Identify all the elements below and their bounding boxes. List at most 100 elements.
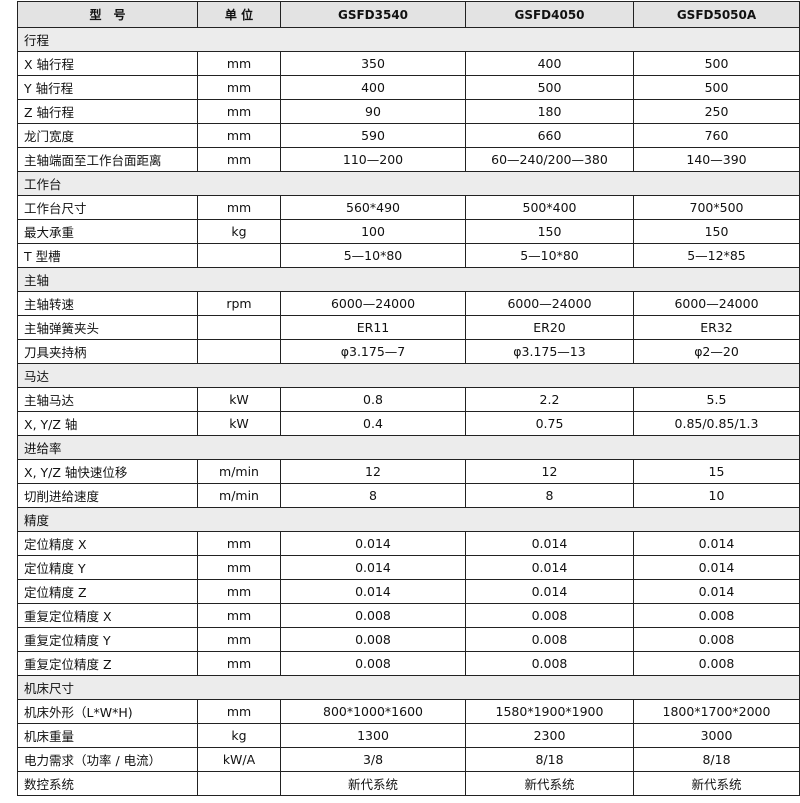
row-value-model-2: 8 — [465, 483, 634, 508]
row-value-model-2: 0.008 — [465, 651, 634, 676]
row-value-model-3: 15 — [633, 459, 800, 484]
header-model: 型 号 — [17, 1, 198, 28]
row-unit: kg — [197, 723, 281, 748]
row-value-model-3: 5.5 — [633, 387, 800, 412]
row-unit — [197, 315, 281, 340]
row-value-model-2: 180 — [465, 99, 634, 124]
table-row: X 轴行程 mm 350 400 500 — [17, 51, 800, 76]
row-value-model-1: 0.4 — [280, 411, 466, 436]
row-unit: m/min — [197, 483, 281, 508]
row-value-model-3: 10 — [633, 483, 800, 508]
row-label: 数控系统 — [17, 771, 198, 796]
row-label: 切削进给速度 — [17, 483, 198, 508]
row-value-model-2: 0.014 — [465, 531, 634, 556]
row-value-model-1: φ3.175—7 — [280, 339, 466, 364]
row-value-model-1: 110—200 — [280, 147, 466, 172]
row-label: 工作台尺寸 — [17, 195, 198, 220]
row-value-model-3: 250 — [633, 99, 800, 124]
row-value-model-3: 0.008 — [633, 651, 800, 676]
row-label: Y 轴行程 — [17, 75, 198, 100]
section-header-row: 机床尺寸 — [17, 675, 800, 700]
row-value-model-2: 2.2 — [465, 387, 634, 412]
row-value-model-1: 3/8 — [280, 747, 466, 772]
table-row: 机床外形（L*W*H) mm 800*1000*1600 1580*1900*1900… — [17, 699, 800, 724]
row-unit: mm — [197, 555, 281, 580]
row-value-model-2: 500*400 — [465, 195, 634, 220]
row-label: 定位精度 Z — [17, 579, 198, 604]
section-title: 马达 — [17, 363, 800, 388]
table-row: 主轴端面至工作台面距离 mm 110—200 60—240/200—380 140—39… — [17, 147, 800, 172]
header-model-2: GSFD4050 — [465, 1, 634, 28]
row-value-model-1: 5—10*80 — [280, 243, 466, 268]
row-value-model-3: 760 — [633, 123, 800, 148]
row-label: X, Y/Z 轴快速位移 — [17, 459, 198, 484]
row-label: 最大承重 — [17, 219, 198, 244]
table-row: 切削进给速度 m/min 8 8 10 — [17, 483, 800, 508]
section-header-row: 工作台 — [17, 171, 800, 196]
row-value-model-2: 660 — [465, 123, 634, 148]
row-value-model-1: 0.008 — [280, 603, 466, 628]
row-unit: mm — [197, 75, 281, 100]
row-value-model-3: 140—390 — [633, 147, 800, 172]
row-value-model-3: 6000—24000 — [633, 291, 800, 316]
row-unit: mm — [197, 603, 281, 628]
row-label: 重复定位精度 X — [17, 603, 198, 628]
row-value-model-2: 0.008 — [465, 603, 634, 628]
row-value-model-2: 6000—24000 — [465, 291, 634, 316]
row-value-model-1: 6000—24000 — [280, 291, 466, 316]
row-value-model-1: 100 — [280, 219, 466, 244]
table-row: Z 轴行程 mm 90 180 250 — [17, 99, 800, 124]
row-unit — [197, 339, 281, 364]
spec-table: 型 号 单 位 GSFD3540 GSFD4050 GSFD5050A 行程 X … — [17, 1, 800, 796]
row-label: 主轴马达 — [17, 387, 198, 412]
section-title: 精度 — [17, 507, 800, 532]
row-value-model-2: φ3.175—13 — [465, 339, 634, 364]
row-label: T 型槽 — [17, 243, 198, 268]
row-label: 机床外形（L*W*H) — [17, 699, 198, 724]
row-value-model-1: 350 — [280, 51, 466, 76]
row-label: 主轴弹簧夹头 — [17, 315, 198, 340]
row-value-model-3: 新代系统 — [633, 771, 800, 796]
table-row: 龙门宽度 mm 590 660 760 — [17, 123, 800, 148]
row-unit — [197, 243, 281, 268]
row-unit: mm — [197, 579, 281, 604]
header-model-3: GSFD5050A — [633, 1, 800, 28]
row-value-model-3: 3000 — [633, 723, 800, 748]
row-value-model-2: 1580*1900*1900 — [465, 699, 634, 724]
row-value-model-2: 400 — [465, 51, 634, 76]
row-value-model-1: 800*1000*1600 — [280, 699, 466, 724]
row-label: 龙门宽度 — [17, 123, 198, 148]
row-value-model-2: 8/18 — [465, 747, 634, 772]
row-value-model-3: 0.85/0.85/1.3 — [633, 411, 800, 436]
row-value-model-1: 90 — [280, 99, 466, 124]
header-unit: 单 位 — [197, 1, 281, 28]
row-label: Z 轴行程 — [17, 99, 198, 124]
section-title: 机床尺寸 — [17, 675, 800, 700]
row-value-model-3: φ2—20 — [633, 339, 800, 364]
table-row: 工作台尺寸 mm 560*490 500*400 700*500 — [17, 195, 800, 220]
row-value-model-3: 0.014 — [633, 579, 800, 604]
row-unit — [197, 771, 281, 796]
row-value-model-1: 0.8 — [280, 387, 466, 412]
table-row: 电力需求（功率 / 电流） kW/A 3/8 8/18 8/18 — [17, 747, 800, 772]
table-row: Y 轴行程 mm 400 500 500 — [17, 75, 800, 100]
header-row: 型 号 单 位 GSFD3540 GSFD4050 GSFD5050A — [17, 1, 800, 28]
row-label: 机床重量 — [17, 723, 198, 748]
row-value-model-3: 1800*1700*2000 — [633, 699, 800, 724]
section-header-row: 进给率 — [17, 435, 800, 460]
row-label: 电力需求（功率 / 电流） — [17, 747, 198, 772]
row-unit: mm — [197, 531, 281, 556]
row-value-model-1: 0.014 — [280, 555, 466, 580]
row-value-model-1: 0.014 — [280, 579, 466, 604]
row-value-model-1: 1300 — [280, 723, 466, 748]
row-value-model-2: 0.014 — [465, 579, 634, 604]
row-value-model-3: 0.008 — [633, 603, 800, 628]
section-title: 进给率 — [17, 435, 800, 460]
row-value-model-2: ER20 — [465, 315, 634, 340]
table-row: 最大承重 kg 100 150 150 — [17, 219, 800, 244]
section-header-row: 行程 — [17, 27, 800, 52]
table-row: X, Y/Z 轴快速位移 m/min 12 12 15 — [17, 459, 800, 484]
